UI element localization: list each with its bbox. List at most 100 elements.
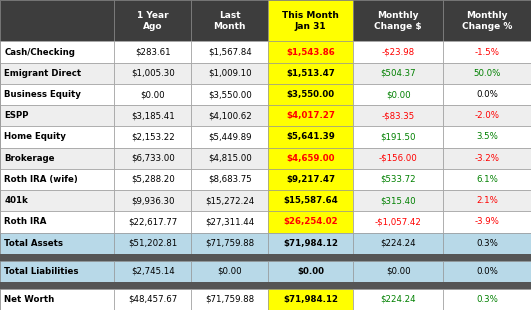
Bar (191, 63, 268, 84)
Bar (114, 211, 191, 232)
Text: Cash/Checking: Cash/Checking (4, 47, 75, 57)
Text: -3.2%: -3.2% (475, 154, 500, 163)
Text: Business Equity: Business Equity (4, 90, 81, 99)
Text: 3.5%: 3.5% (476, 132, 498, 141)
Text: -$83.35: -$83.35 (382, 111, 415, 120)
Bar (114, 261, 191, 282)
Text: $48,457.67: $48,457.67 (128, 295, 177, 304)
Text: 0.3%: 0.3% (476, 295, 498, 304)
Text: Home Equity: Home Equity (4, 132, 66, 141)
Text: $71,759.88: $71,759.88 (205, 239, 254, 248)
Bar (0, 84, 114, 105)
Text: Monthly
Change $: Monthly Change $ (374, 11, 422, 31)
Bar (0, 126, 114, 148)
Bar (268, 63, 353, 84)
Text: $0.00: $0.00 (386, 267, 410, 276)
Bar (0, 148, 114, 169)
Bar (114, 190, 191, 211)
Text: This Month
Jan 31: This Month Jan 31 (282, 11, 339, 31)
Bar (0, 254, 531, 261)
Text: $224.24: $224.24 (380, 239, 416, 248)
Text: -$156.00: -$156.00 (379, 154, 417, 163)
Text: Net Worth: Net Worth (4, 295, 55, 304)
Text: 0.0%: 0.0% (476, 90, 498, 99)
Text: 6.1%: 6.1% (476, 175, 498, 184)
Bar (268, 42, 353, 63)
Bar (191, 105, 268, 126)
Text: -3.9%: -3.9% (475, 217, 500, 226)
Text: Monthly
Change %: Monthly Change % (462, 11, 512, 31)
Bar (114, 84, 191, 105)
Text: $4,659.00: $4,659.00 (286, 154, 335, 163)
Text: $9,217.47: $9,217.47 (286, 175, 335, 184)
Text: $5,449.89: $5,449.89 (208, 132, 251, 141)
Bar (443, 289, 531, 310)
Bar (191, 0, 268, 42)
Text: $1,513.47: $1,513.47 (286, 69, 335, 78)
Text: -$1,057.42: -$1,057.42 (375, 217, 422, 226)
Text: $1,005.30: $1,005.30 (131, 69, 175, 78)
Text: $0.00: $0.00 (217, 267, 242, 276)
Text: $504.37: $504.37 (380, 69, 416, 78)
Text: 2.1%: 2.1% (476, 196, 498, 205)
Bar (0, 289, 114, 310)
Bar (268, 289, 353, 310)
Bar (114, 42, 191, 63)
Bar (114, 148, 191, 169)
Bar (443, 211, 531, 232)
Bar (353, 261, 443, 282)
Bar (443, 63, 531, 84)
Text: $15,587.64: $15,587.64 (283, 196, 338, 205)
Bar (443, 169, 531, 190)
Bar (353, 289, 443, 310)
Bar (443, 126, 531, 148)
Bar (443, 148, 531, 169)
Bar (114, 105, 191, 126)
Bar (353, 105, 443, 126)
Text: -$23.98: -$23.98 (382, 47, 415, 57)
Text: $1,567.84: $1,567.84 (208, 47, 252, 57)
Text: $1,543.86: $1,543.86 (286, 47, 335, 57)
Bar (268, 211, 353, 232)
Text: 0.0%: 0.0% (476, 267, 498, 276)
Bar (268, 126, 353, 148)
Text: $9,936.30: $9,936.30 (131, 196, 174, 205)
Text: -1.5%: -1.5% (475, 47, 500, 57)
Bar (268, 148, 353, 169)
Text: 1 Year
Ago: 1 Year Ago (137, 11, 168, 31)
Bar (268, 84, 353, 105)
Bar (353, 84, 443, 105)
Bar (353, 0, 443, 42)
Bar (353, 63, 443, 84)
Bar (353, 126, 443, 148)
Bar (0, 63, 114, 84)
Bar (268, 261, 353, 282)
Text: $22,617.77: $22,617.77 (128, 217, 177, 226)
Text: $2,153.22: $2,153.22 (131, 132, 175, 141)
Text: $533.72: $533.72 (380, 175, 416, 184)
Text: $26,254.02: $26,254.02 (284, 217, 338, 226)
Text: $4,100.62: $4,100.62 (208, 111, 252, 120)
Text: $8,683.75: $8,683.75 (208, 175, 252, 184)
Text: 0.3%: 0.3% (476, 239, 498, 248)
Bar (114, 169, 191, 190)
Bar (268, 169, 353, 190)
Bar (443, 261, 531, 282)
Text: Total Liabilities: Total Liabilities (4, 267, 79, 276)
Bar (114, 126, 191, 148)
Text: $3,550.00: $3,550.00 (208, 90, 252, 99)
Text: 401k: 401k (4, 196, 28, 205)
Text: $4,017.27: $4,017.27 (286, 111, 335, 120)
Bar (114, 232, 191, 254)
Text: $27,311.44: $27,311.44 (205, 217, 254, 226)
Bar (443, 232, 531, 254)
Bar (0, 282, 531, 289)
Bar (268, 0, 353, 42)
Bar (443, 190, 531, 211)
Bar (353, 42, 443, 63)
Bar (268, 105, 353, 126)
Bar (0, 261, 114, 282)
Bar (0, 169, 114, 190)
Bar (191, 169, 268, 190)
Bar (0, 211, 114, 232)
